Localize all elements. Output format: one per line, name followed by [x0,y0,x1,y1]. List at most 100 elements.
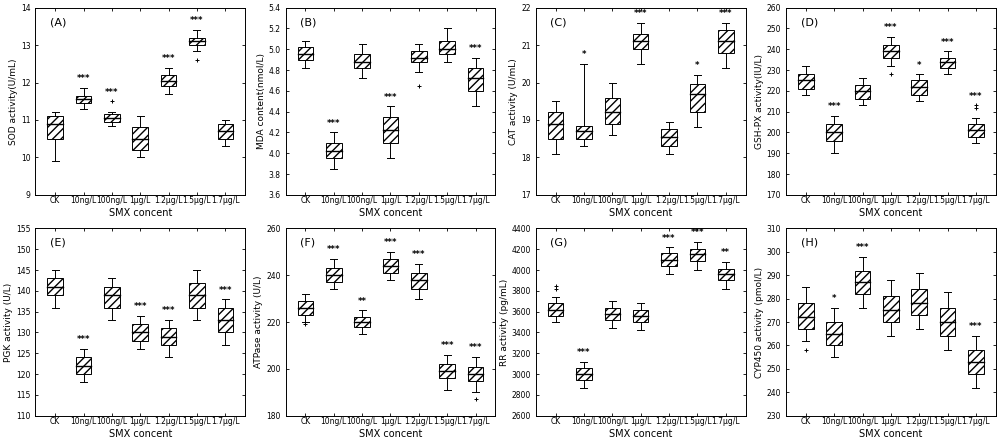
X-axis label: SMX concent: SMX concent [359,208,422,218]
Bar [548,113,563,139]
Text: ***: *** [384,238,397,247]
Bar [605,97,620,124]
Bar [826,124,842,141]
X-axis label: SMX concent: SMX concent [609,208,672,218]
Text: (E): (E) [50,238,66,248]
Bar [548,303,563,316]
Text: **: ** [358,297,367,306]
Bar [690,85,705,113]
Bar [47,116,63,139]
Bar [633,34,648,49]
Bar [189,38,205,45]
Bar [383,259,398,273]
Text: ***: *** [941,38,954,47]
Text: ***: *** [634,9,647,18]
Text: (C): (C) [550,17,567,27]
Text: *: * [832,294,836,303]
Bar [439,364,455,378]
Bar [633,310,648,322]
Bar [718,30,734,53]
Text: ***: *** [384,93,397,102]
Y-axis label: RR activity (pg/mL): RR activity (pg/mL) [500,279,509,365]
Bar [161,328,176,345]
Bar [576,126,592,139]
Text: ***: *** [691,228,704,237]
Text: ***: *** [327,119,340,128]
Y-axis label: CYP450 activity (pmol/L): CYP450 activity (pmol/L) [755,267,764,377]
Bar [104,114,120,122]
Bar [968,124,984,136]
Text: ***: *** [327,245,340,254]
Bar [411,51,427,62]
Text: (H): (H) [801,238,818,248]
Bar [411,273,427,289]
Text: ***: *** [884,23,898,32]
Bar [354,54,370,68]
Bar [326,268,342,282]
Bar [798,303,814,329]
Text: ***: *** [969,92,983,101]
Text: ***: *** [827,102,841,111]
Bar [189,283,205,307]
Text: ***: *** [190,16,204,25]
Bar [911,81,927,95]
Text: ***: *** [162,306,175,315]
Bar [218,307,233,332]
Y-axis label: MDA content(nmol/L): MDA content(nmol/L) [257,53,266,149]
Text: (A): (A) [50,17,66,27]
X-axis label: SMX concent: SMX concent [859,429,923,439]
Bar [76,96,91,103]
Bar [298,47,313,60]
Text: (F): (F) [300,238,315,248]
Bar [883,45,899,58]
Bar [47,278,63,295]
Bar [855,271,870,294]
Bar [661,253,677,266]
Text: (B): (B) [300,17,317,27]
Text: ***: *** [719,9,733,18]
Bar [383,117,398,143]
Y-axis label: GSH-PX activity(IU/L): GSH-PX activity(IU/L) [755,54,764,149]
Text: (G): (G) [550,238,568,248]
Bar [298,301,313,315]
Bar [855,85,870,99]
Text: *: * [917,61,921,70]
Bar [161,75,176,86]
Y-axis label: SOD activity(U/mL): SOD activity(U/mL) [9,58,18,144]
Bar [468,366,483,381]
Bar [661,129,677,146]
Y-axis label: PGK activity (U/L): PGK activity (U/L) [4,283,13,361]
Bar [468,68,483,91]
Bar [690,249,705,261]
Bar [132,324,148,341]
Bar [218,124,233,139]
Text: ***: *** [162,54,175,63]
Y-axis label: CAT activity (U/mL): CAT activity (U/mL) [509,58,518,144]
Bar [968,350,984,373]
Bar [439,41,455,54]
X-axis label: SMX concent: SMX concent [109,429,172,439]
X-axis label: SMX concent: SMX concent [609,429,672,439]
Text: **: ** [721,248,730,257]
Text: ***: *** [469,44,482,53]
Bar [911,289,927,315]
Y-axis label: ATPase activity (U/L): ATPase activity (U/L) [254,276,263,368]
Bar [326,143,342,159]
Text: ***: *** [412,250,426,259]
X-axis label: SMX concent: SMX concent [109,208,172,218]
Text: ***: *** [856,243,869,252]
Bar [76,358,91,374]
Bar [605,307,620,320]
Text: ***: *** [77,335,90,344]
Text: ***: *** [662,233,676,242]
X-axis label: SMX concent: SMX concent [359,429,422,439]
Bar [576,368,592,380]
Bar [132,128,148,150]
Bar [354,317,370,327]
Text: ***: *** [577,348,591,357]
Bar [798,74,814,89]
X-axis label: SMX concent: SMX concent [859,208,923,218]
Bar [940,308,955,336]
Text: ***: *** [134,302,147,311]
Bar [104,287,120,307]
